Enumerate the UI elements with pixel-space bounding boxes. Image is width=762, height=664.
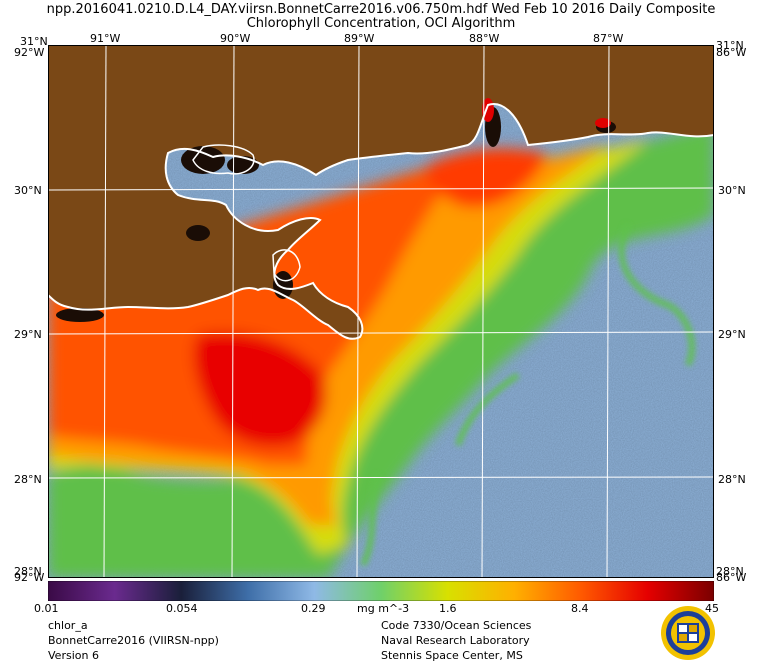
- colorbar-tick-4: 8.4: [571, 602, 589, 615]
- nrl-seal-logo: [661, 606, 715, 660]
- corner-bl-lat: 28°N: [14, 565, 42, 578]
- lat-label-28n-right: 28°N: [718, 473, 746, 486]
- footer-version: Version 6: [48, 649, 99, 662]
- corner-tr-lat: 31°N: [716, 39, 744, 52]
- lon-label-90w: 90°W: [220, 32, 251, 45]
- lat-label-30n-right: 30°N: [718, 184, 746, 197]
- lat-label-28n-left: 28°N: [14, 473, 42, 486]
- corner-bl-lon: 92°W: [14, 571, 45, 584]
- lat-label-30n-left: 30°N: [14, 184, 42, 197]
- lon-label-88w: 88°W: [469, 32, 500, 45]
- land-mass: [48, 45, 714, 339]
- colorbar-tick-2: 0.29: [301, 602, 326, 615]
- product-subtitle: Chlorophyll Concentration, OCI Algorithm: [246, 16, 516, 31]
- colorbar-tick-5: 45: [705, 602, 719, 615]
- footer-dataset: BonnetCarre2016 (VIIRSN-npp): [48, 634, 219, 647]
- lon-label-87w: 87°W: [593, 32, 624, 45]
- image-title: npp.2016041.0210.D.L4_DAY.viirsn.BonnetC…: [46, 2, 716, 17]
- colorbar-tick-3: 1.6: [439, 602, 457, 615]
- footer-org-location: Stennis Space Center, MS: [381, 649, 523, 662]
- corner-br-lon: 86°W: [716, 571, 747, 584]
- footer-variable: chlor_a: [48, 619, 88, 632]
- coastline: [48, 103, 714, 340]
- colorbar: [48, 581, 714, 601]
- corner-br-lat: 28°N: [716, 565, 744, 578]
- corner-tl-lon: 92°W: [14, 46, 45, 59]
- zone-red: [193, 332, 327, 447]
- zone-redorange: [48, 155, 468, 465]
- colorbar-tick-0: 0.01: [34, 602, 59, 615]
- graticule: [48, 45, 714, 578]
- lat-label-29n-right: 29°N: [718, 328, 746, 341]
- corner-tl-lat: 31°N: [20, 35, 48, 48]
- lon-label-89w: 89°W: [344, 32, 375, 45]
- colorbar-tick-1: 0.054: [166, 602, 198, 615]
- chlorophyll-map: [48, 45, 714, 578]
- lon-label-91w: 91°W: [90, 32, 121, 45]
- footer-org-name: Naval Research Laboratory: [381, 634, 530, 647]
- zone-red-east: [427, 148, 548, 208]
- colorbar-units: mg m^-3: [357, 602, 410, 615]
- lat-label-29n-left: 29°N: [14, 328, 42, 341]
- footer-org-code: Code 7330/Ocean Sciences: [381, 619, 532, 632]
- corner-tr-lon: 86°W: [716, 46, 747, 59]
